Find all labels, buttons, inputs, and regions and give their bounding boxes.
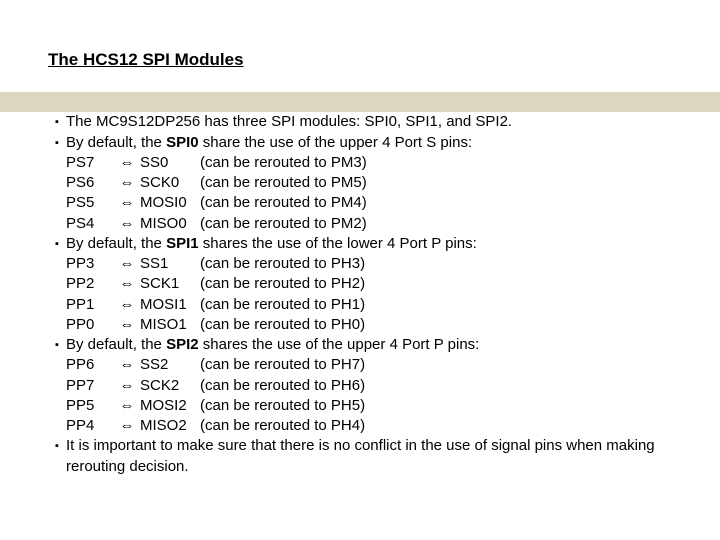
arrow-icon: ⇔ — [114, 315, 140, 335]
signal-name: MISO2 — [140, 416, 200, 436]
arrow-icon: ⇔ — [114, 295, 140, 315]
arrow-icon: ⇔ — [114, 274, 140, 294]
arrow-icon: ⇔ — [114, 396, 140, 416]
pin-mapping-row: PS7⇔SS0(can be rerouted to PM3) — [48, 153, 672, 173]
pin-mapping-row: PP3⇔SS1(can be rerouted to PH3) — [48, 254, 672, 274]
source-pin: PS4 — [66, 214, 114, 234]
bullet-text: By default, the SPI1 shares the use of t… — [66, 234, 672, 254]
source-pin: PP6 — [66, 355, 114, 375]
signal-name: SCK0 — [140, 173, 200, 193]
arrow-icon: ⇔ — [114, 153, 140, 173]
reroute-note: (can be rerouted to PM4) — [200, 194, 367, 211]
pin-mapping-row: PP7⇔SCK2(can be rerouted to PH6) — [48, 376, 672, 396]
reroute-note: (can be rerouted to PH2) — [200, 275, 365, 292]
arrow-icon: ⇔ — [114, 376, 140, 396]
arrow-icon: ⇔ — [114, 214, 140, 234]
reroute-note: (can be rerouted to PH1) — [200, 296, 365, 313]
source-pin: PP2 — [66, 274, 114, 294]
bullet-marker: ▪ — [48, 436, 66, 477]
bullet-item: ▪By default, the SPI2 shares the use of … — [48, 335, 672, 355]
signal-name: SS1 — [140, 254, 200, 274]
source-pin: PP7 — [66, 376, 114, 396]
pin-mapping-row: PP5⇔MOSI2(can be rerouted to PH5) — [48, 396, 672, 416]
source-pin: PS6 — [66, 173, 114, 193]
reroute-note: (can be rerouted to PH6) — [200, 377, 365, 394]
slide-title: The HCS12 SPI Modules — [48, 50, 672, 70]
bullet-text: The MC9S12DP256 has three SPI modules: S… — [66, 112, 672, 132]
source-pin: PS7 — [66, 153, 114, 173]
arrow-icon: ⇔ — [114, 355, 140, 375]
signal-name: SS0 — [140, 153, 200, 173]
pin-mapping-row: PS4⇔MISO0(can be rerouted to PM2) — [48, 214, 672, 234]
reroute-note: (can be rerouted to PH3) — [200, 255, 365, 272]
pin-mapping-row: PP1⇔MOSI1(can be rerouted to PH1) — [48, 295, 672, 315]
reroute-note: (can be rerouted to PM5) — [200, 174, 367, 191]
reroute-note: (can be rerouted to PH5) — [200, 397, 365, 414]
slide: The HCS12 SPI Modules ▪An HCS12 device m… — [0, 0, 720, 477]
bullet-item: ▪By default, the SPI0 share the use of t… — [48, 133, 672, 153]
arrow-icon: ⇔ — [114, 193, 140, 213]
highlight-bar — [0, 92, 720, 112]
source-pin: PP4 — [66, 416, 114, 436]
source-pin: PP5 — [66, 396, 114, 416]
reroute-note: (can be rerouted to PM2) — [200, 215, 367, 232]
reroute-note: (can be rerouted to PH4) — [200, 417, 365, 434]
bullet-marker: ▪ — [48, 112, 66, 132]
bullet-item: ▪The MC9S12DP256 has three SPI modules: … — [48, 112, 672, 132]
bullet-text: By default, the SPI2 shares the use of t… — [66, 335, 672, 355]
source-pin: PP3 — [66, 254, 114, 274]
signal-name: MISO1 — [140, 315, 200, 335]
bullet-item: ▪By default, the SPI1 shares the use of … — [48, 234, 672, 254]
reroute-note: (can be rerouted to PM3) — [200, 154, 367, 171]
signal-name: SCK2 — [140, 376, 200, 396]
bullet-item: ▪An HCS12 device may have from one to th… — [48, 92, 672, 112]
pin-mapping-row: PS6⇔SCK0(can be rerouted to PM5) — [48, 173, 672, 193]
slide-body: ▪An HCS12 device may have from one to th… — [48, 92, 672, 477]
reroute-note: (can be rerouted to PH7) — [200, 356, 365, 373]
signal-name: SS2 — [140, 355, 200, 375]
pin-mapping-row: PP0⇔MISO1(can be rerouted to PH0) — [48, 315, 672, 335]
reroute-note: (can be rerouted to PH0) — [200, 316, 365, 333]
bullet-marker: ▪ — [48, 133, 66, 153]
pin-mapping-row: PP4⇔MISO2(can be rerouted to PH4) — [48, 416, 672, 436]
source-pin: PP0 — [66, 315, 114, 335]
arrow-icon: ⇔ — [114, 173, 140, 193]
bullet-marker: ▪ — [48, 234, 66, 254]
pin-mapping-row: PP6⇔SS2(can be rerouted to PH7) — [48, 355, 672, 375]
pin-mapping-row: PP2⇔SCK1(can be rerouted to PH2) — [48, 274, 672, 294]
arrow-icon: ⇔ — [114, 254, 140, 274]
signal-name: MOSI1 — [140, 295, 200, 315]
signal-name: MISO0 — [140, 214, 200, 234]
source-pin: PP1 — [66, 295, 114, 315]
source-pin: PS5 — [66, 193, 114, 213]
signal-name: MOSI0 — [140, 193, 200, 213]
bullet-marker: ▪ — [48, 335, 66, 355]
bullet-item: ▪It is important to make sure that there… — [48, 436, 672, 477]
arrow-icon: ⇔ — [114, 416, 140, 436]
bullet-text: It is important to make sure that there … — [66, 436, 672, 477]
bullet-text: By default, the SPI0 share the use of th… — [66, 133, 672, 153]
signal-name: SCK1 — [140, 274, 200, 294]
signal-name: MOSI2 — [140, 396, 200, 416]
pin-mapping-row: PS5⇔MOSI0(can be rerouted to PM4) — [48, 193, 672, 213]
